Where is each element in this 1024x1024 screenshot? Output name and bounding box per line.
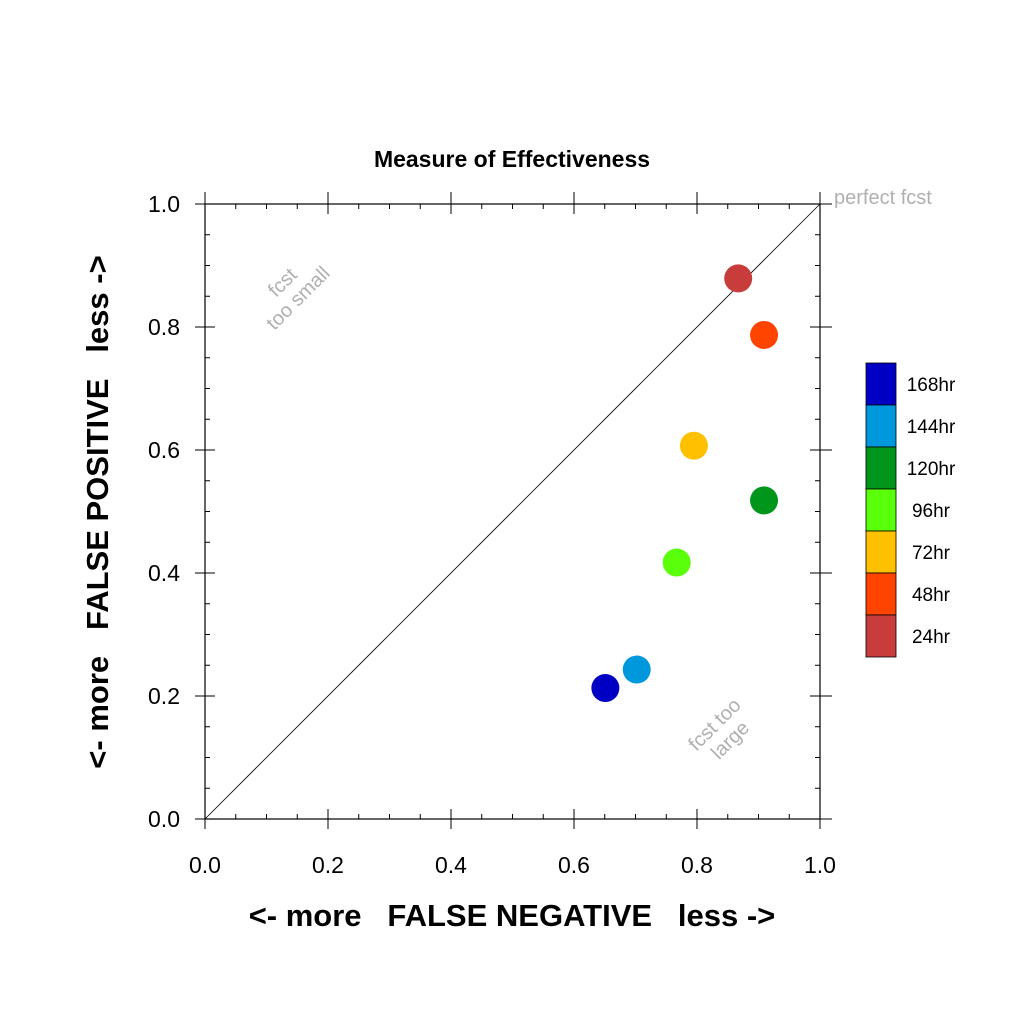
- legend-swatch-144hr: [865, 404, 897, 448]
- x-tick-label: 1.0: [804, 852, 836, 878]
- legend-swatch-24hr: [865, 614, 897, 658]
- x-tick-label: 0.8: [681, 852, 713, 878]
- legend-label-120hr: 120hr: [907, 459, 956, 480]
- y-tick-label: 0.4: [148, 560, 180, 586]
- legend-label-48hr: 48hr: [912, 585, 951, 606]
- x-tick-label: 0.4: [435, 852, 467, 878]
- x-tick-label: 0.0: [189, 852, 221, 878]
- legend-label-72hr: 72hr: [912, 543, 951, 564]
- x-tick-label: 0.6: [558, 852, 590, 878]
- x-axis: 0.0 0.2 0.4 0.6 0.8 1.0: [189, 192, 836, 878]
- point-144hr: [622, 655, 651, 684]
- data-points: [591, 264, 779, 703]
- x-axis-label: <- more FALSE NEGATIVE less ->: [249, 898, 776, 933]
- legend-label-96hr: 96hr: [912, 501, 951, 522]
- legend-swatch-72hr: [865, 530, 897, 574]
- fcst-too-large-label: fcst too large: [684, 694, 754, 764]
- legend-swatch-168hr: [865, 362, 897, 406]
- y-axis-label: <- more FALSE POSITIVE less ->: [80, 255, 115, 768]
- legend-label-24hr: 24hr: [912, 627, 951, 648]
- point-24hr: [724, 264, 753, 293]
- chart-title: Measure of Effectiveness: [374, 146, 650, 172]
- perfect-fcst-diagonal: [204, 203, 821, 820]
- y-tick-label: 0.2: [148, 683, 180, 709]
- y-axis: 0.0 0.2 0.4 0.6 0.8 1.0: [148, 191, 832, 832]
- legend-swatch-96hr: [865, 488, 897, 532]
- point-168hr: [591, 674, 620, 703]
- fcst-too-small-label: fcst too small: [262, 262, 334, 334]
- perfect-fcst-label: perfect fcst: [834, 187, 932, 209]
- legend-label-168hr: 168hr: [907, 375, 956, 396]
- y-tick-label: 0.6: [148, 437, 180, 463]
- point-72hr: [679, 431, 708, 460]
- x-tick-label: 0.2: [312, 852, 344, 878]
- point-120hr: [750, 486, 779, 515]
- y-tick-label: 0.8: [148, 314, 180, 340]
- point-96hr: [662, 548, 691, 577]
- legend-swatch-48hr: [865, 572, 897, 616]
- legend-label-144hr: 144hr: [907, 417, 956, 438]
- legend-swatch-120hr: [865, 446, 897, 490]
- legend: 168hr 144hr 120hr 96hr 72hr 48hr 24hr: [865, 362, 956, 658]
- y-tick-label: 0.0: [148, 806, 180, 832]
- fcst-too-small-line2: too small: [262, 262, 334, 334]
- y-tick-label: 1.0: [148, 191, 180, 217]
- point-48hr: [750, 320, 779, 349]
